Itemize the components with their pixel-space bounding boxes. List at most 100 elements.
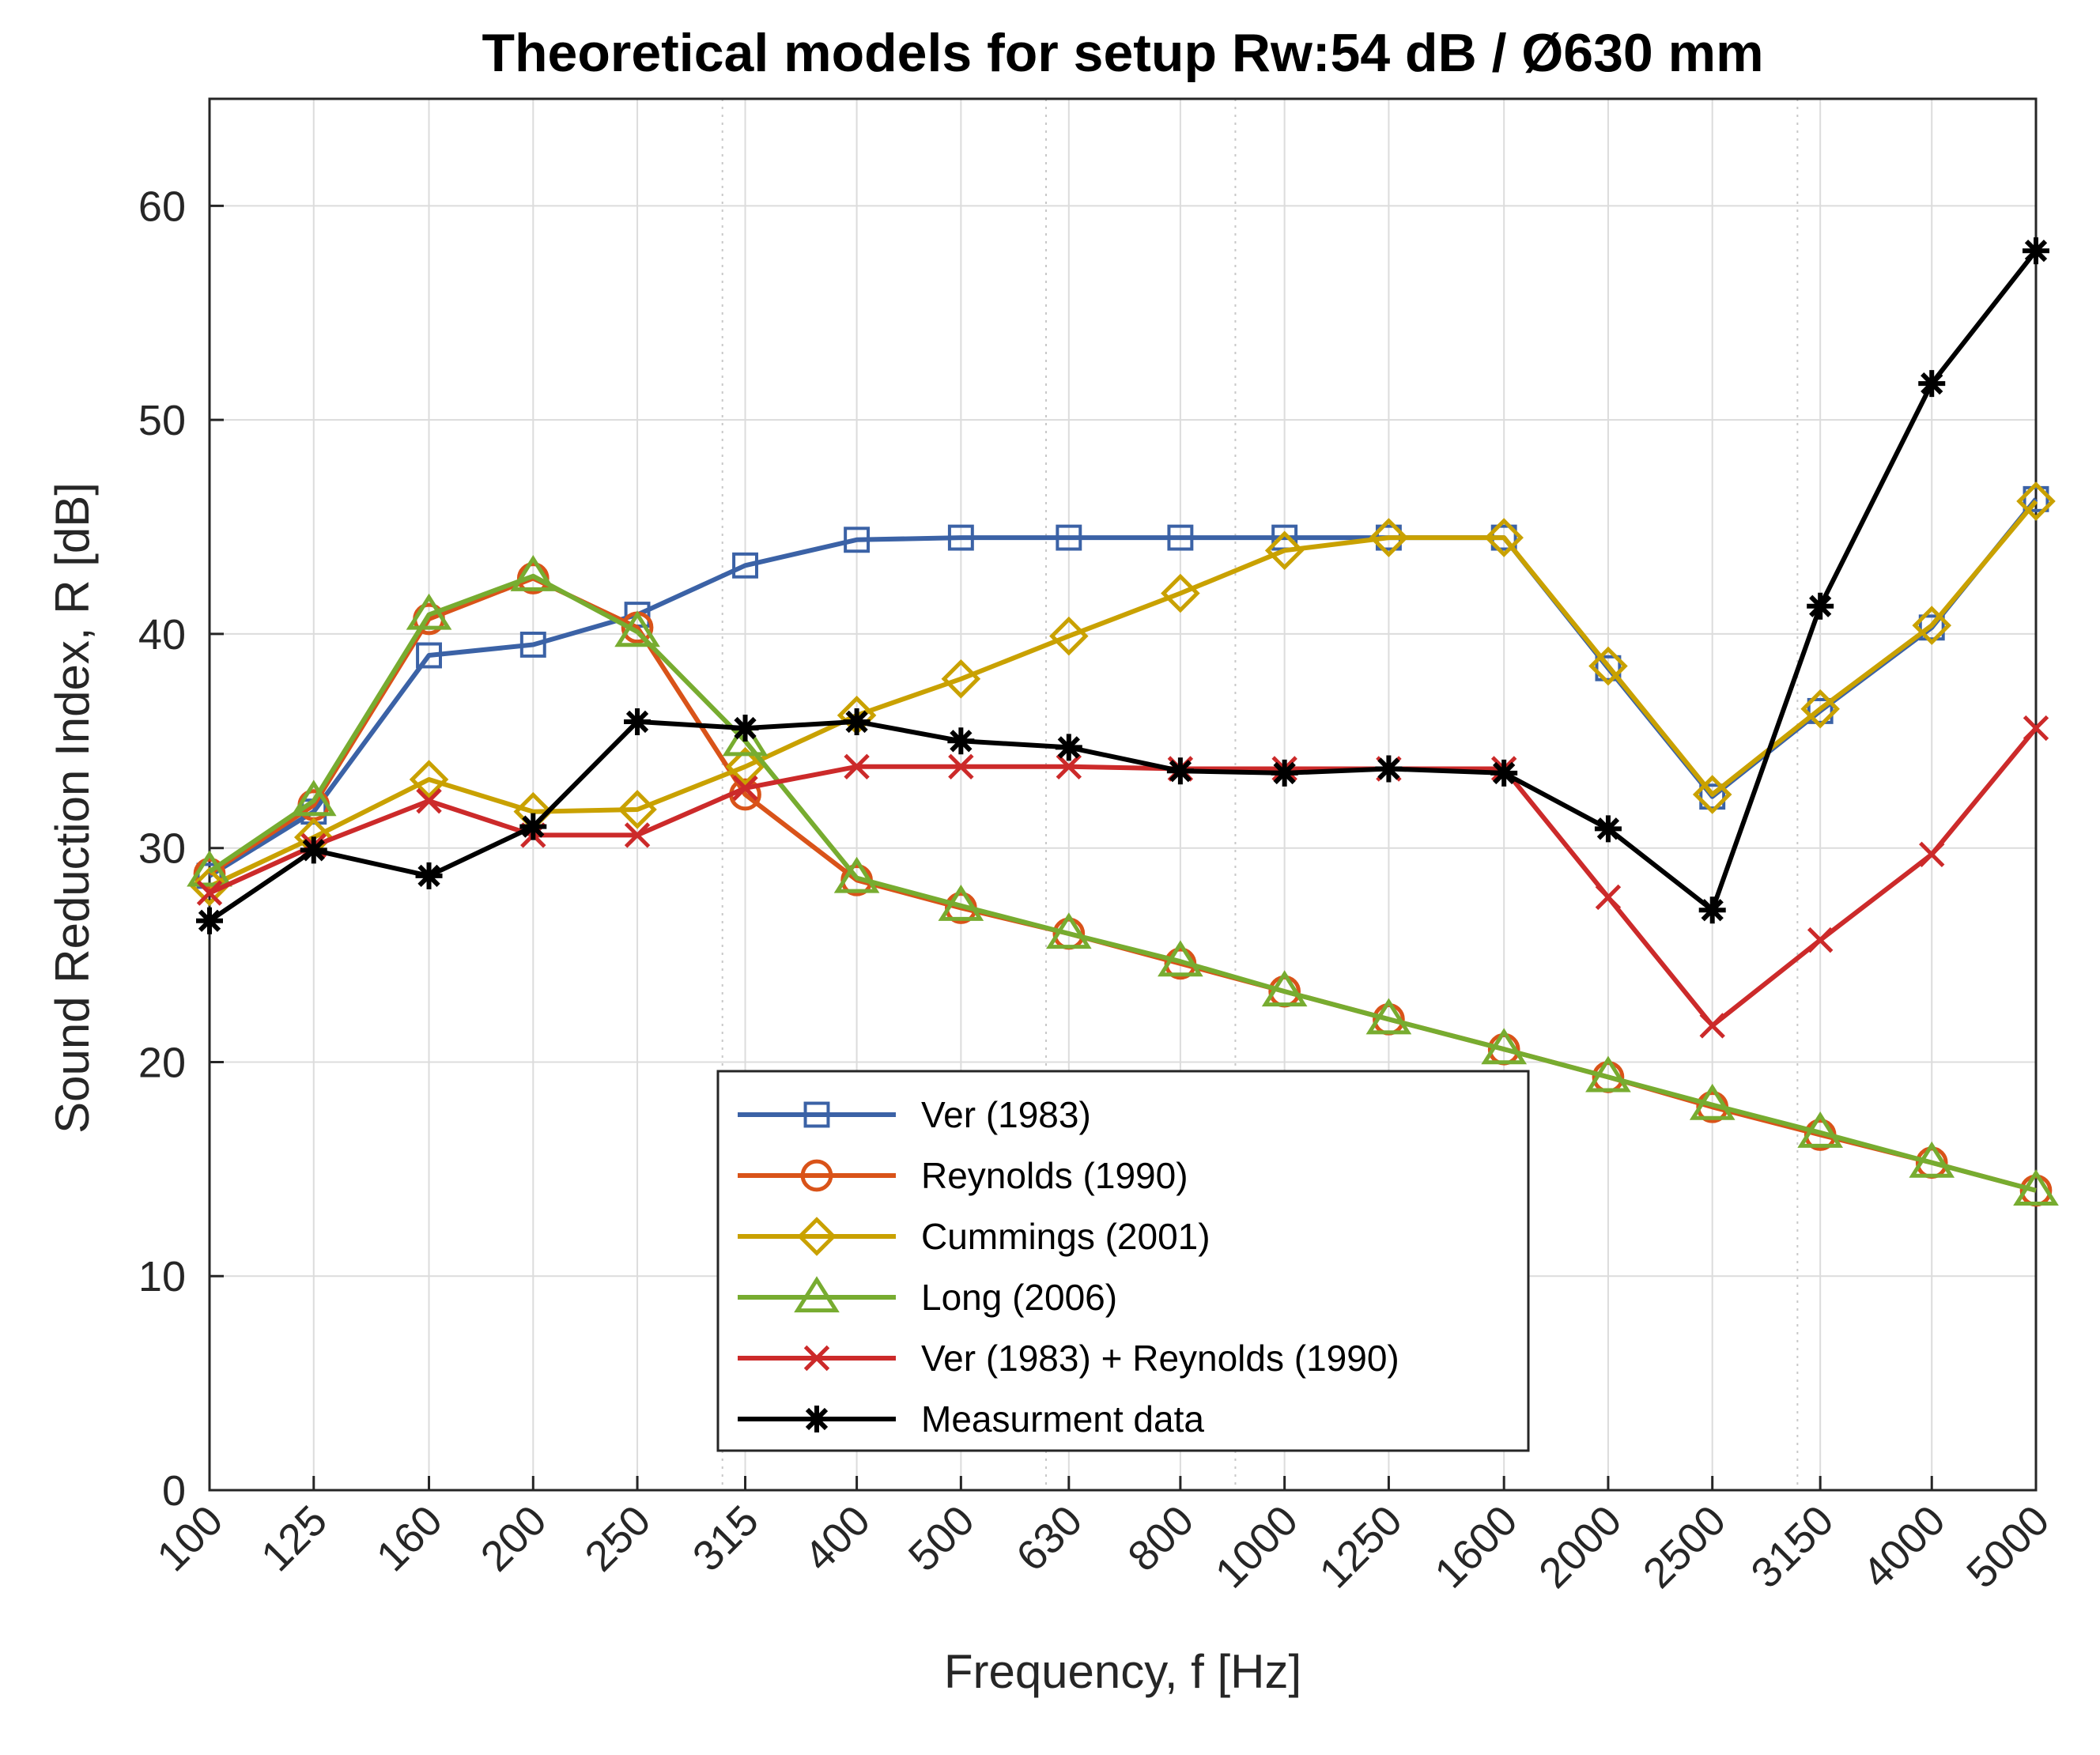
legend-item: Long (2006) — [738, 1276, 1117, 1318]
data-point — [416, 642, 442, 669]
legend-marker — [794, 1276, 840, 1313]
x-axis-label: Frequency, f [Hz] — [944, 1645, 1301, 1698]
series-group — [187, 237, 2059, 1207]
legend-label: Cummings (2001) — [921, 1216, 1211, 1257]
star-center — [308, 844, 320, 857]
data-point — [1797, 1112, 1844, 1148]
data-point — [1365, 998, 1412, 1035]
series-line — [208, 500, 2038, 889]
data-point — [1807, 592, 1834, 620]
plot-frame — [208, 97, 2038, 1492]
data-point — [1161, 573, 1200, 613]
data-point — [941, 659, 981, 699]
data-point — [1594, 815, 1622, 843]
data-point — [843, 708, 871, 735]
star-center — [2030, 244, 2042, 257]
star-center — [1382, 762, 1396, 776]
legend-marker — [797, 1217, 837, 1256]
data-point — [1490, 759, 1518, 787]
data-point — [1918, 370, 1946, 398]
data-point — [409, 760, 449, 799]
legend-marker — [800, 1159, 833, 1192]
legend-item: Ver (1983) + Reynolds (1990) — [738, 1338, 1399, 1379]
star-center — [1498, 767, 1510, 779]
legend-label: Ver (1983) — [921, 1094, 1091, 1135]
data-point — [196, 880, 223, 906]
data-point — [1158, 940, 1203, 977]
legend-item: Reynolds (1990) — [738, 1155, 1188, 1196]
data-point — [1692, 775, 1732, 814]
star-center — [422, 870, 436, 882]
chart-title: Theoretical models for setup Rw:54 dB / … — [482, 23, 1763, 83]
data-point — [1800, 689, 1840, 729]
data-point — [1167, 524, 1194, 551]
y-tick-label: 40 — [138, 611, 186, 659]
data-point — [196, 907, 223, 934]
y-axis-label: Sound Reduction Index, R [dB] — [46, 482, 99, 1134]
data-point — [1369, 518, 1409, 557]
series-line — [208, 249, 2038, 923]
data-point — [290, 779, 337, 817]
data-point — [190, 866, 229, 907]
data-point — [938, 885, 984, 921]
data-point — [1919, 841, 1945, 868]
data-point — [1912, 606, 1952, 645]
series-line — [208, 727, 2038, 1028]
legend: Ver (1983) Reynolds (1990) Cummings (2001)… — [716, 1070, 1530, 1452]
data-point — [1699, 1013, 1725, 1039]
data-point — [833, 856, 880, 893]
data-point — [1689, 1083, 1736, 1120]
star-center — [527, 820, 539, 833]
star-center — [1278, 767, 1291, 779]
legend-label: Measurment data — [921, 1398, 1204, 1440]
legend-label: Ver (1983) + Reynolds (1990) — [921, 1338, 1399, 1379]
data-point — [948, 753, 974, 780]
data-point — [947, 727, 975, 755]
data-point — [300, 836, 327, 864]
data-point — [1585, 1055, 1631, 1093]
data-point — [1909, 1141, 1955, 1178]
y-tick-label: 0 — [162, 1467, 186, 1515]
data-point — [1056, 753, 1082, 780]
star-center — [954, 734, 968, 747]
legend-item: Cummings (2001) — [738, 1216, 1211, 1257]
star-center — [1174, 764, 1187, 777]
data-point — [732, 552, 758, 579]
star-center — [203, 915, 216, 927]
data-point — [415, 862, 443, 889]
series-line — [208, 573, 2037, 1193]
data-point — [1264, 530, 1305, 571]
data-point — [187, 850, 232, 887]
series-4 — [187, 555, 2059, 1206]
data-point — [2023, 485, 2049, 512]
star-center — [631, 715, 644, 728]
star-center — [1602, 822, 1615, 835]
data-point — [1055, 734, 1082, 761]
data-point — [1595, 884, 1622, 911]
star-center — [850, 715, 863, 728]
series-6 — [196, 237, 2049, 934]
data-point — [1375, 755, 1403, 783]
data-point — [2023, 237, 2049, 265]
data-point — [1918, 614, 1945, 641]
data-point — [844, 526, 871, 553]
data-point — [1166, 757, 1194, 785]
legend-marker — [803, 1406, 830, 1432]
y-tick-label: 50 — [138, 397, 186, 444]
data-point — [1595, 655, 1622, 681]
data-point — [2013, 1169, 2059, 1206]
data-point — [1699, 783, 1726, 810]
star-center — [738, 722, 752, 734]
y-tick-label: 60 — [138, 183, 186, 230]
data-point — [947, 524, 974, 551]
star-center — [810, 1413, 823, 1425]
data-point — [624, 822, 651, 848]
legend-label: Reynolds (1990) — [921, 1155, 1188, 1196]
y-tick-label: 10 — [138, 1253, 186, 1300]
data-point — [416, 787, 442, 814]
data-point — [1049, 616, 1089, 656]
star-center — [1063, 741, 1075, 754]
legend-box — [716, 1070, 1530, 1452]
